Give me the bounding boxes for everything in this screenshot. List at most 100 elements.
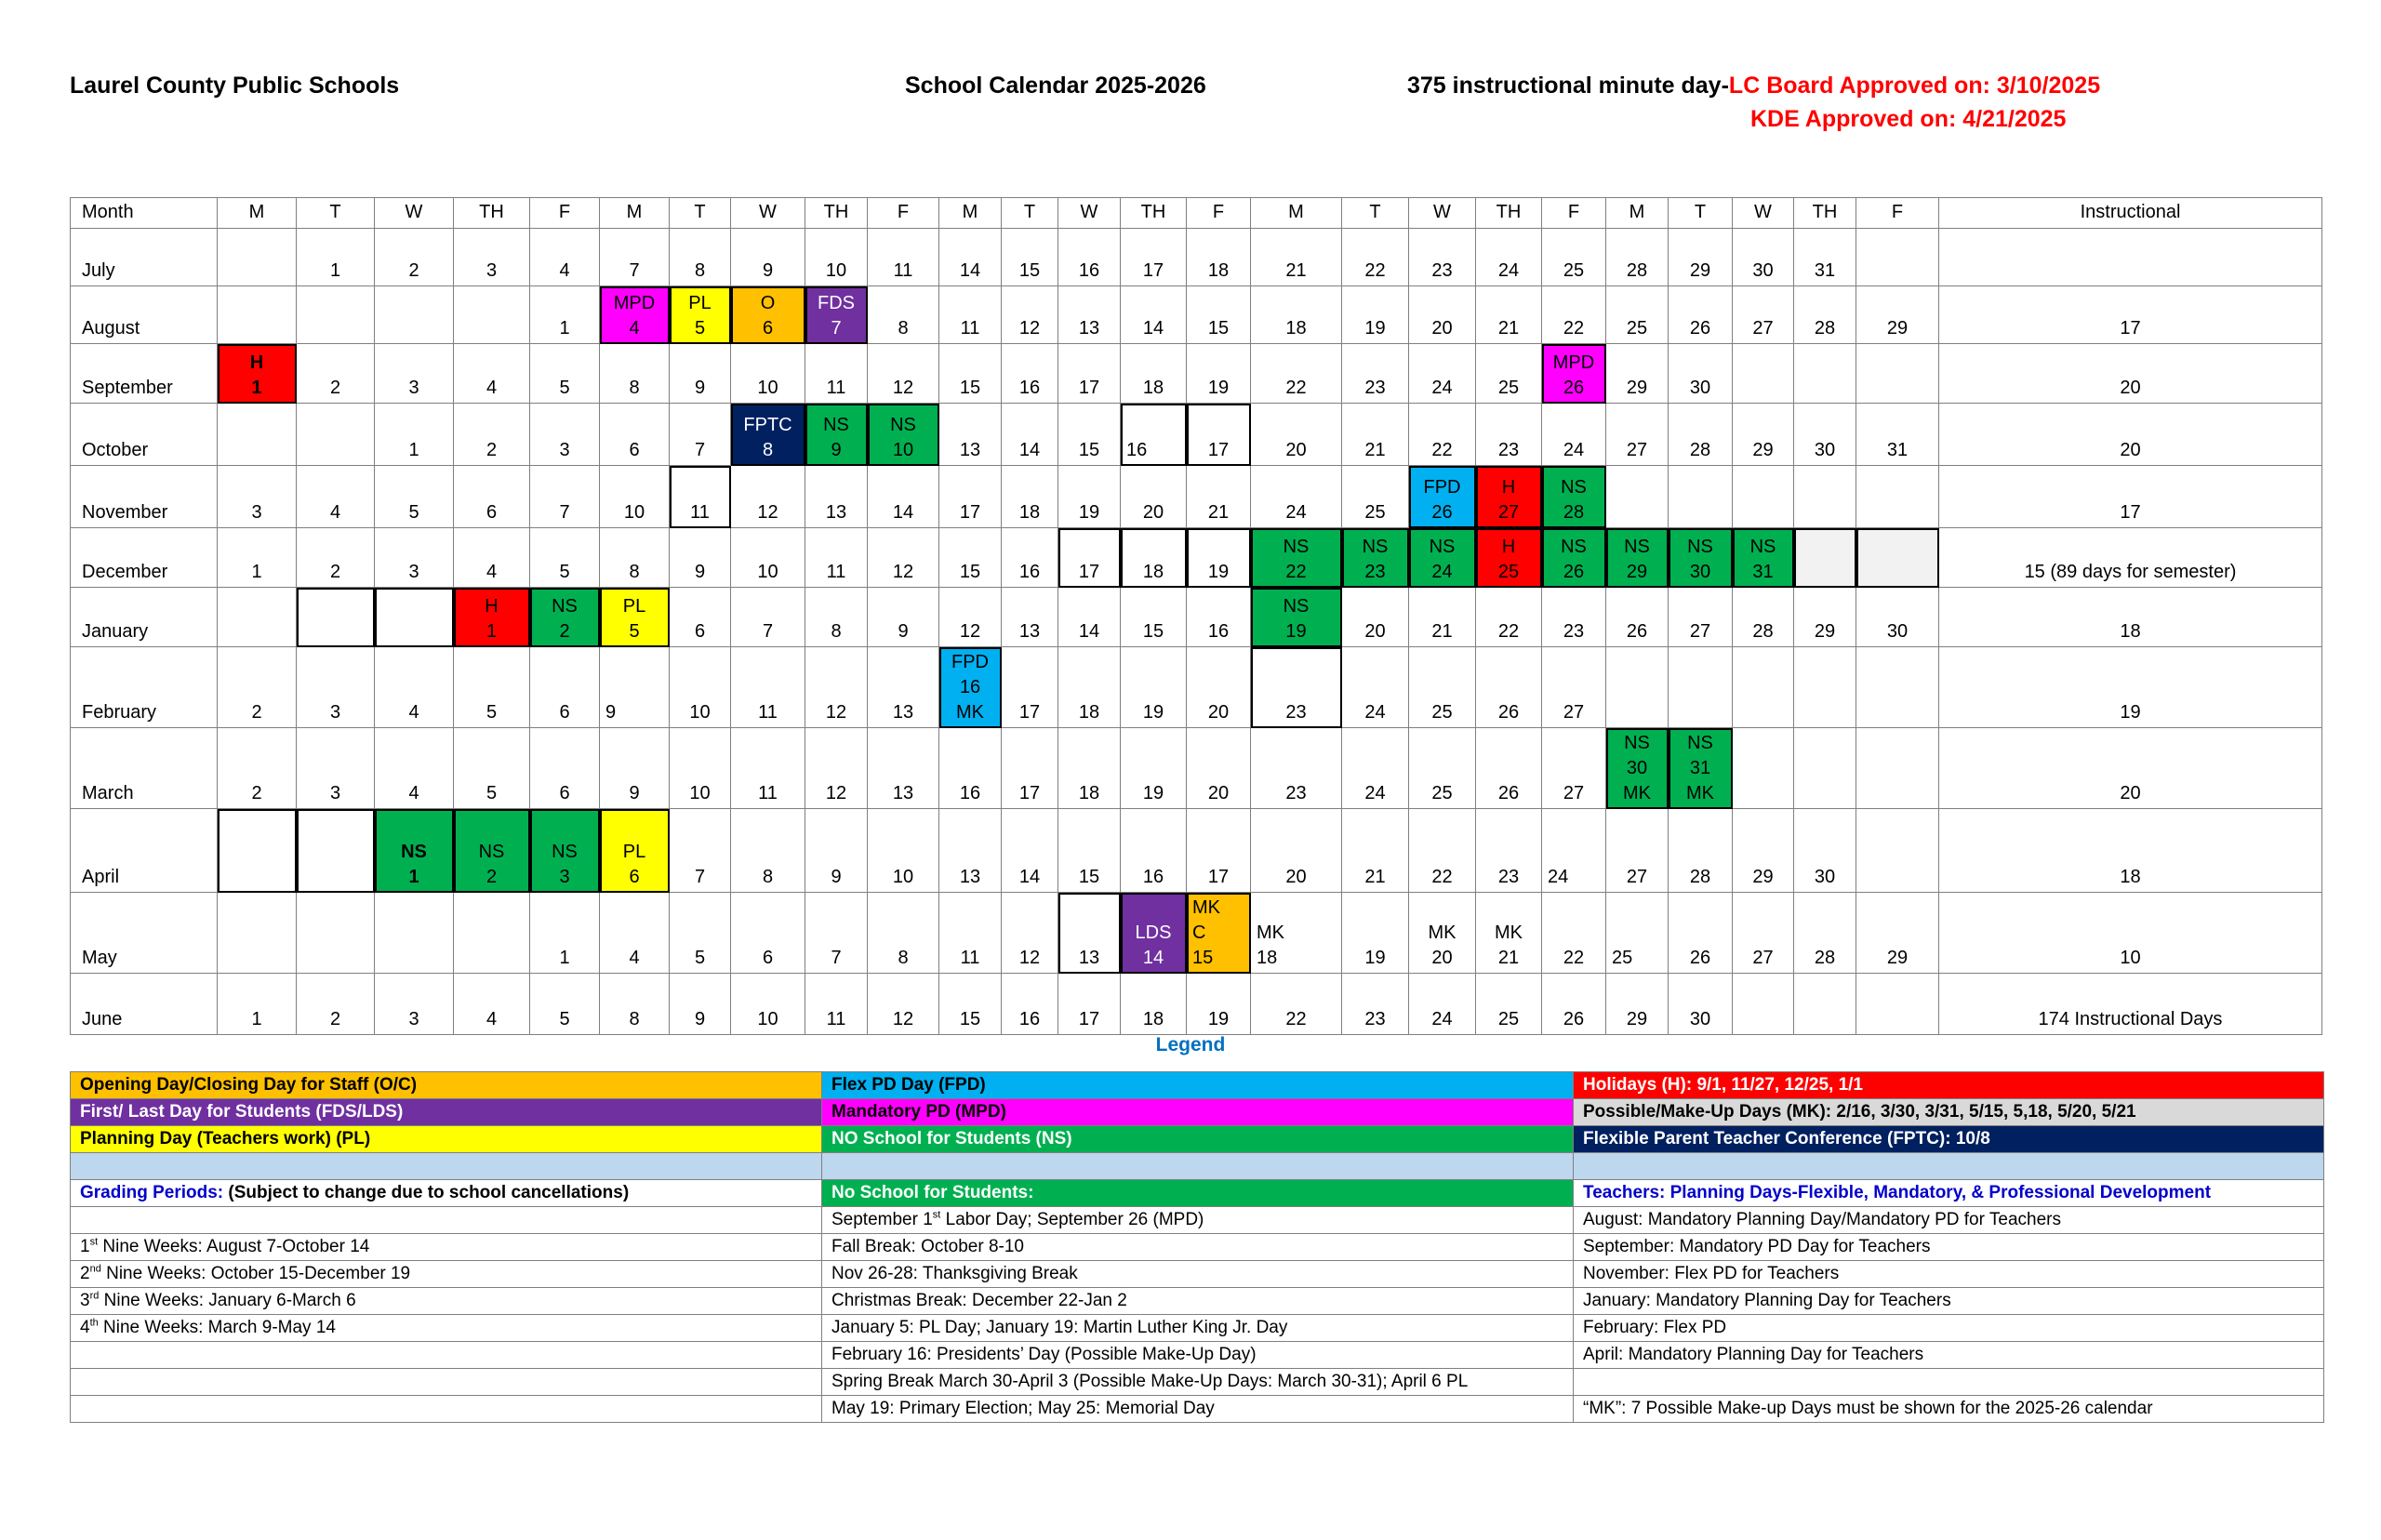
day-cell: 22 [1250,973,1342,1035]
day-cell: 23 [1341,343,1409,404]
day-cell-line: 2 [559,621,570,642]
weekday-header: W [1057,197,1121,229]
month-row: November 3 4 5 6 7 10 11 12 13 14 17 18 19 20 21 24 25 FPD… [70,465,2322,528]
weekday-header: F [529,197,600,229]
legend-cell: Mandatory PD (MPD) [821,1098,1574,1126]
day-cell: 25 [1475,973,1542,1035]
day-cell: 1 [217,527,297,588]
legend-text: Teachers: Planning Days-Flexible, Mandat… [1583,1183,2212,1202]
day-cell: 8 [599,343,670,404]
day-cell [1856,228,1939,286]
day-cell-line: 26 [1563,562,1585,582]
day-cell: 13 [867,646,939,728]
day-cell: 11 [867,228,939,286]
day-cell: 19 [1341,285,1409,344]
weekday-header: T [669,197,731,229]
day-cell: 24 [1341,727,1409,809]
day-cell-line: NS [890,415,916,435]
legend-cell: Flexible Parent Teacher Conference (FPTC… [1573,1125,2324,1153]
legend-cell: Grading Periods: (Subject to change due … [70,1179,822,1207]
month-row: December 1 2 3 4 5 8 9 10 11 12 15 16 17 18 19 NS 22 NS 23 N… [70,527,2322,588]
day-cell: 11 [938,285,1002,344]
day-cell: 2 [296,343,375,404]
day-cell: 12 [730,465,805,528]
day-cell: 12 [805,727,868,809]
day-cell: 9 [599,646,670,728]
day-cell: 16 [1186,587,1251,647]
day-cell: 5 [453,646,530,728]
day-cell: 2 [217,727,297,809]
legend-cell: Holidays (H): 9/1, 11/27, 12/25, 1/1 [1573,1071,2324,1099]
day-cell: 23 [1341,973,1409,1035]
day-cell-gray [1856,527,1939,588]
day-cell: 7 [669,808,731,893]
day-cell: 3 [296,727,375,809]
instructional-days: 15 (89 days for semester) [1938,527,2322,588]
legend-cell: Teachers: Planning Days-Flexible, Mandat… [1573,1179,2324,1207]
day-cell [374,285,454,344]
legend-row: May 19: Primary Election; May 25: Memori… [70,1395,2324,1423]
calendar-header-row: Month M T W TH F M T W TH F M T W TH F M T W TH F M T W TH F Instr… [70,197,2322,229]
day-cell-line: 9 [831,440,842,460]
day-cell: 19 [1186,343,1251,404]
day-cell-line: LDS [1135,923,1172,943]
day-cell: 22 [1250,343,1342,404]
legend-text: Mandatory PD (MPD) [831,1102,1006,1122]
day-cell-line: NS [1624,537,1650,557]
day-cell: 6 [529,727,600,809]
day-cell-line: 5 [629,621,640,642]
day-cell: 1 [529,285,600,344]
day-cell-line: 9 [605,702,617,723]
day-cell: 25 [1605,892,1669,974]
weekday-header: T [1341,197,1409,229]
day-cell: 31 [1856,403,1939,466]
day-cell: 27 [1605,808,1669,893]
day-cell: 3 [374,973,454,1035]
day-cell-line: 24 [1431,562,1453,582]
day-cell: 5 [529,973,600,1035]
day-cell: 25 [1475,343,1542,404]
legend-cell [1573,1368,2324,1396]
day-cell: 13 [1057,892,1121,974]
day-cell-ns: NS 31 [1732,527,1794,588]
day-cell: 30 [1793,808,1856,893]
day-cell: 1 [296,228,375,286]
day-cell: 19 [1057,465,1121,528]
day-cell: 21 [1186,465,1251,528]
day-cell-line: NS [1687,733,1713,753]
day-cell: 12 [805,646,868,728]
day-cell: 12 [938,587,1002,647]
day-cell: 2 [296,527,375,588]
day-cell: 9 [805,808,868,893]
day-cell [453,892,530,974]
day-cell: 27 [1605,403,1669,466]
day-cell-line: C [1192,923,1206,943]
day-cell: 10 [730,973,805,1035]
legend-text: January: Mandatory Planning Day for Teac… [1583,1291,1951,1310]
day-cell-line: NS [401,842,427,862]
legend-text: Fall Break: October 8-10 [831,1237,1024,1256]
day-cell: 8 [730,808,805,893]
day-cell-line: 29 [1626,562,1648,582]
day-cell: 20 [1186,727,1251,809]
day-cell-line: 13 [1078,948,1100,968]
day-cell-line: NS [1687,537,1713,557]
instructional-days: 18 [1938,587,2322,647]
day-cell: 17 [1001,646,1058,728]
day-cell [217,587,297,647]
day-cell-pl: PL 5 [599,587,670,647]
day-cell: 14 [938,228,1002,286]
day-cell: 31 [1793,228,1856,286]
day-cell-line: O [760,293,776,313]
day-cell: 21 [1341,403,1409,466]
weekday-header: T [1001,197,1058,229]
day-cell: 20 [1341,587,1409,647]
day-cell-line: 17 [1078,562,1100,582]
day-cell: 16 [1120,403,1187,466]
day-cell: 29 [1668,228,1733,286]
day-cell: 15 [1057,403,1121,466]
board-approval: LC Board Approved on: 3/10/2025 [1728,73,2101,99]
day-cell-line: 5 [694,318,706,339]
day-cell: 28 [1605,228,1669,286]
day-cell: 16 [1001,343,1058,404]
